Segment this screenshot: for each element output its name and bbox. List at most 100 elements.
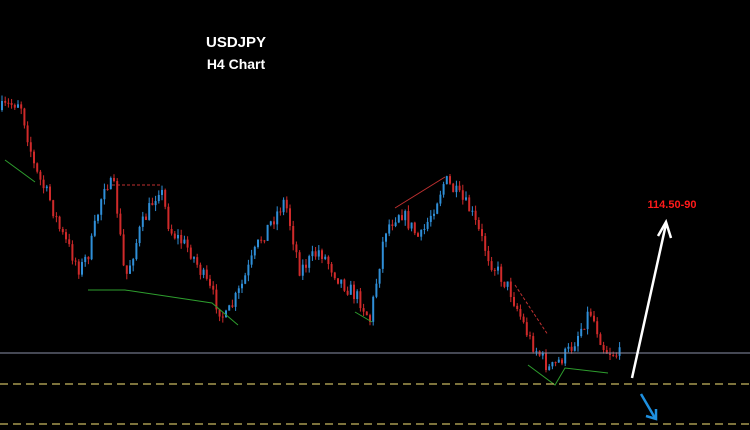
candle-part <box>407 211 410 229</box>
candle-part <box>87 256 90 260</box>
candle-part <box>45 186 48 189</box>
candles <box>1 95 621 373</box>
candle-part <box>49 186 51 201</box>
candle-part <box>589 311 592 316</box>
candle-part <box>561 359 563 364</box>
candle-part <box>567 346 570 349</box>
chart-subtitle: H4 Chart <box>207 56 266 72</box>
candle-part <box>436 203 439 214</box>
candle-part <box>7 102 10 104</box>
candle-part <box>404 211 407 221</box>
candle-part <box>189 247 192 259</box>
candle-part <box>103 188 106 200</box>
candle-part <box>199 264 202 275</box>
candle-part <box>458 185 461 191</box>
candle-part <box>186 239 189 248</box>
candle-part <box>196 257 199 265</box>
candle-part <box>122 234 125 266</box>
candle-part <box>500 266 503 282</box>
candle-part <box>68 239 71 245</box>
candle-part <box>285 199 288 209</box>
support-line <box>354 311 373 323</box>
candle-part <box>148 203 151 220</box>
candle-part <box>410 222 413 229</box>
candle-part <box>84 256 87 263</box>
candle-part <box>605 350 608 354</box>
candle-part <box>183 239 186 244</box>
candle-part <box>356 291 359 299</box>
candle-part <box>244 275 247 284</box>
candle-part <box>20 104 23 109</box>
candle-part <box>465 197 467 200</box>
up-arrow <box>630 218 673 379</box>
candle-part <box>301 264 304 276</box>
candle-part <box>321 250 323 259</box>
candle-part <box>372 296 375 322</box>
candle-part <box>429 215 432 222</box>
candle-part <box>391 224 394 226</box>
candle-part <box>231 305 234 307</box>
candle-part <box>177 234 179 239</box>
candle-part <box>525 322 528 336</box>
candle-part <box>298 252 301 276</box>
candle-part <box>193 257 195 259</box>
candle-part <box>340 279 343 284</box>
candle-part <box>378 268 381 284</box>
candle-part <box>522 316 525 323</box>
candle-part <box>337 278 339 284</box>
candle-part <box>388 224 391 234</box>
candle-part <box>449 176 451 184</box>
candle-part <box>212 285 215 290</box>
candle-part <box>417 233 419 237</box>
candle-part <box>26 125 29 143</box>
candle-part <box>253 246 256 256</box>
candle-part <box>609 353 611 355</box>
candle-part <box>353 284 355 299</box>
candle-part <box>164 189 167 207</box>
candle-part <box>218 309 221 317</box>
candle-part <box>305 264 307 268</box>
candle-part <box>308 256 311 268</box>
candle-part <box>314 251 317 257</box>
candle-part <box>289 208 291 226</box>
candle-part <box>263 240 266 242</box>
candle-part <box>593 315 595 322</box>
candle-part <box>228 305 231 311</box>
candle-part <box>439 194 442 204</box>
candle-part <box>55 216 58 218</box>
candle-part <box>209 278 211 286</box>
candle-part <box>4 101 7 103</box>
candle-part <box>205 269 208 279</box>
candle-part <box>250 255 253 265</box>
candle-part <box>71 244 74 261</box>
candle-part <box>74 260 77 262</box>
candle-part <box>100 199 103 215</box>
candle-part <box>170 228 173 234</box>
candle-part <box>554 362 557 364</box>
candle-part <box>215 289 218 310</box>
candle-part <box>151 203 154 206</box>
candle-part <box>317 250 320 257</box>
candle-part <box>493 269 496 271</box>
candle-part <box>397 215 400 223</box>
candle-part <box>618 347 621 356</box>
candle-part <box>535 351 538 353</box>
candle-part <box>599 334 602 345</box>
candle-part <box>471 210 474 212</box>
candle-part <box>161 189 163 195</box>
candle-part <box>77 261 80 275</box>
candle-part <box>445 176 448 185</box>
candle-part <box>10 103 13 105</box>
candle-part <box>173 233 176 239</box>
support-line <box>527 364 609 386</box>
candle-part <box>135 243 138 260</box>
candle-part <box>154 201 157 206</box>
candle-part <box>141 216 144 227</box>
candle-part <box>327 256 330 265</box>
candle-part <box>381 241 384 269</box>
candle-part <box>129 265 131 274</box>
candle-part <box>52 200 55 217</box>
candle-part <box>257 239 259 247</box>
